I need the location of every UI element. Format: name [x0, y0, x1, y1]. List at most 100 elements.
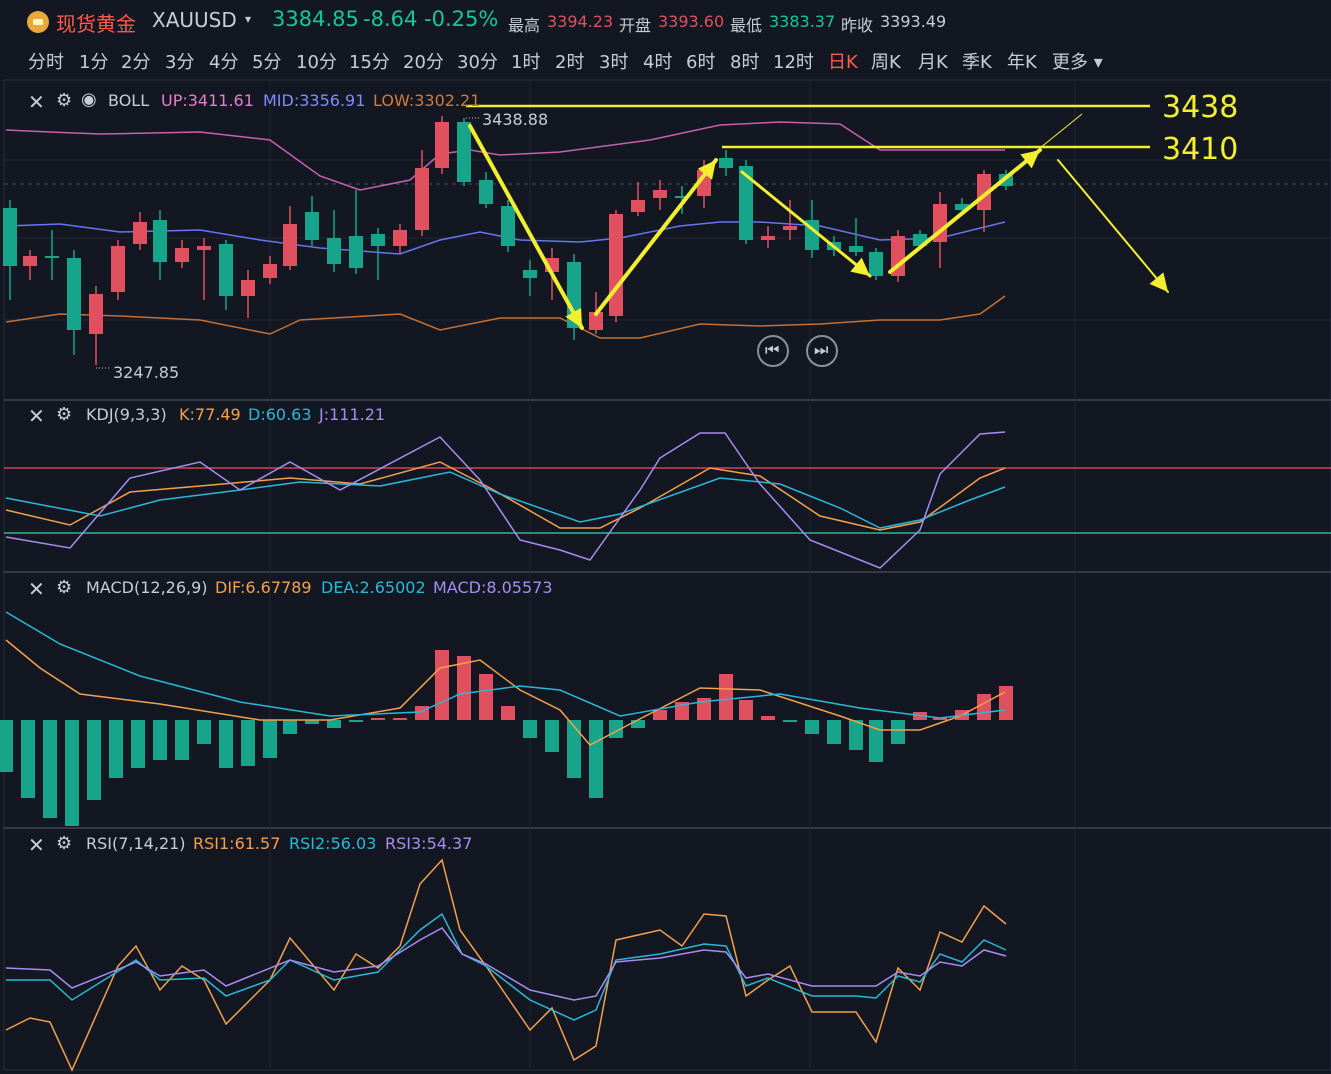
tab-22[interactable]: 年K — [1007, 52, 1037, 73]
tab-23[interactable]: 更多 ▾ — [1052, 52, 1103, 73]
tab-18[interactable]: 日K — [828, 52, 858, 73]
rsi-1-line — [5, 858, 1007, 1072]
price-change: -8.64 — [363, 7, 418, 31]
boll-lower-band — [5, 295, 1006, 339]
tab-12[interactable]: 2时 — [555, 52, 585, 73]
boll-close-icon[interactable]: ✕ — [28, 90, 45, 114]
skip-forward-icon: ⏭ — [814, 340, 829, 359]
arrow-down-1-shaft — [468, 124, 584, 330]
boll-low: LOW:3302.21 — [373, 91, 481, 110]
tab-11[interactable]: 1时 — [511, 52, 541, 73]
candle-body-40 — [869, 252, 883, 276]
macd-bar-16 — [349, 720, 363, 722]
boll-settings-icon[interactable]: ⚙ — [56, 90, 73, 111]
macd-bar-30 — [653, 710, 667, 720]
macd-bar-8 — [175, 720, 189, 760]
kdj-k: K:77.49 — [179, 405, 241, 424]
candle-body-45 — [977, 174, 991, 210]
kdj-settings-icon[interactable]: ⚙ — [56, 404, 73, 425]
macd-bar-35 — [761, 716, 775, 720]
candle-body-30 — [653, 190, 667, 198]
tab-16[interactable]: 8时 — [730, 52, 760, 73]
kdj-close-icon[interactable]: ✕ — [28, 404, 45, 428]
rsi-settings-icon[interactable]: ⚙ — [56, 833, 73, 854]
candle-body-14 — [305, 212, 319, 240]
macd-bar-26 — [567, 720, 581, 778]
macd-bar-43 — [933, 718, 947, 720]
symbol-code[interactable]: XAUUSD — [152, 8, 237, 32]
macd-bar-13 — [283, 720, 297, 734]
macd-bar-21 — [457, 656, 471, 720]
macd-bar-14 — [305, 720, 319, 724]
macd-bar-39 — [849, 720, 863, 750]
rsi-close-icon[interactable]: ✕ — [28, 833, 45, 857]
macd-name: MACD(12,26,9) — [86, 578, 208, 597]
macd-bar-11 — [241, 720, 255, 766]
arrow-up-1-head — [697, 160, 716, 180]
arrow-up-2-shaft — [888, 148, 1042, 274]
macd-bar-6 — [131, 720, 145, 768]
arrow-down-2-head — [850, 257, 870, 276]
low-label: 最低 — [730, 16, 763, 35]
macd-settings-icon[interactable]: ⚙ — [56, 577, 73, 598]
tab-14[interactable]: 4时 — [643, 52, 673, 73]
boll-up: UP:3411.61 — [161, 91, 254, 110]
candle-body-15 — [327, 238, 341, 264]
candle-body-4 — [89, 294, 103, 334]
skip-back-icon: ⏮ — [765, 340, 780, 359]
arrow-up-forecast — [1039, 113, 1083, 149]
tab-15[interactable]: 6时 — [686, 52, 716, 73]
boll-mid: MID:3356.91 — [263, 91, 366, 110]
high-marker-label: 3438.88 — [482, 110, 549, 129]
level-label-3410: 3410 — [1162, 132, 1239, 167]
macd-bar-23 — [501, 706, 515, 720]
macd-bar-41 — [891, 720, 905, 744]
macd-bar-3 — [65, 720, 79, 826]
tab-7[interactable]: 10分 — [296, 52, 337, 73]
tab-1[interactable]: 分时 — [28, 52, 64, 73]
kdj-j-line — [5, 431, 1006, 569]
tab-5[interactable]: 4分 — [209, 52, 239, 73]
candle-body-22 — [479, 180, 493, 204]
tab-21[interactable]: 季K — [962, 52, 992, 73]
tab-19[interactable]: 周K — [871, 52, 901, 73]
candle-body-10 — [219, 244, 233, 296]
tab-4[interactable]: 3分 — [165, 52, 195, 73]
tab-10[interactable]: 30分 — [457, 52, 498, 73]
tab-13[interactable]: 3时 — [599, 52, 629, 73]
open-label: 开盘 — [619, 16, 652, 35]
candle-body-2 — [45, 256, 59, 258]
boll-mid-band — [5, 221, 1006, 255]
chart-border — [3, 79, 1331, 1071]
macd-bar-5 — [109, 720, 123, 778]
macd-close-icon[interactable]: ✕ — [28, 577, 45, 601]
tab-8[interactable]: 15分 — [349, 52, 390, 73]
candle-body-3 — [67, 258, 81, 330]
tab-3[interactable]: 2分 — [121, 52, 151, 73]
tab-20[interactable]: 月K — [918, 52, 948, 73]
tab-9[interactable]: 20分 — [403, 52, 444, 73]
tab-6[interactable]: 5分 — [252, 52, 282, 73]
candle-body-34 — [739, 166, 753, 240]
boll-visibility-icon[interactable]: ◉ — [81, 89, 97, 110]
tab-2[interactable]: 1分 — [79, 52, 109, 73]
macd-bar-4 — [87, 720, 101, 800]
candle-body-23 — [501, 206, 515, 246]
macd-bar-22 — [479, 674, 493, 720]
candle-body-31 — [675, 196, 689, 198]
macd-bar-37 — [805, 720, 819, 734]
macd-bar-10 — [219, 720, 233, 768]
symbol-dropdown-icon[interactable]: ▾ — [245, 12, 252, 26]
macd-bar-1 — [21, 720, 35, 798]
tab-17[interactable]: 12时 — [773, 52, 814, 73]
arrow-up-1-shaft — [594, 158, 718, 316]
symbol-name[interactable]: 现货黄金 — [56, 12, 136, 36]
open-value: 3393.60 — [658, 12, 725, 31]
macd-bar-15 — [327, 720, 341, 728]
candle-body-13 — [283, 224, 297, 266]
scroll-start-button[interactable]: ⏮ — [757, 335, 789, 367]
prev-close-label: 昨收 — [841, 16, 874, 35]
scroll-end-button[interactable]: ⏭ — [806, 335, 838, 367]
candle-body-32 — [697, 170, 711, 196]
